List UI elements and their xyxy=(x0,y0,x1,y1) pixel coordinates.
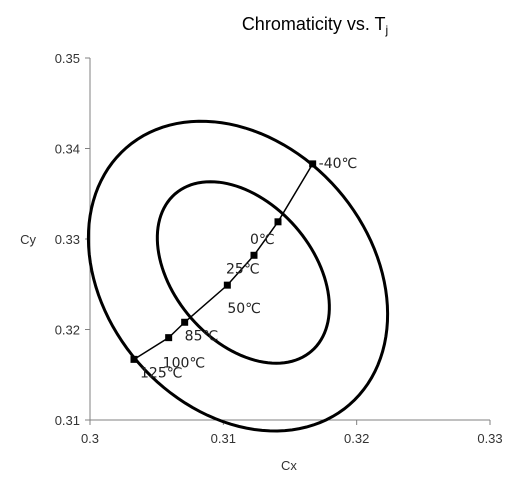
data-point xyxy=(165,334,173,342)
data-point-label: 85℃ xyxy=(185,328,219,344)
x-axis-label: Cx xyxy=(281,458,297,473)
y-tick-label: 0.32 xyxy=(55,323,80,338)
y-ticks: 0.31 0.32 0.33 0.34 0.35 xyxy=(55,51,90,428)
data-point-label: 0℃ xyxy=(250,232,275,248)
data-point xyxy=(309,160,317,168)
data-point-label: -40℃ xyxy=(319,156,358,172)
x-ticks: 0.3 0.31 0.32 0.33 xyxy=(81,420,503,446)
data-point xyxy=(250,251,258,259)
data-point xyxy=(181,318,189,326)
y-tick-label: 0.31 xyxy=(55,413,80,428)
contour-ellipse-outer xyxy=(86,119,390,433)
chart-title-main: Chromaticity vs. T xyxy=(242,14,386,34)
x-tick-label: 0.33 xyxy=(477,431,502,446)
data-point xyxy=(274,218,282,226)
x-tick-label: 0.3 xyxy=(81,431,99,446)
data-point-label: 125℃ xyxy=(140,365,182,381)
data-point-label: 100℃ xyxy=(163,356,205,372)
data-point-label: 25℃ xyxy=(226,261,260,277)
data-point-label: 50℃ xyxy=(227,301,261,317)
chart-title-subscript: j xyxy=(385,23,389,37)
y-tick-label: 0.34 xyxy=(55,142,80,157)
x-tick-label: 0.31 xyxy=(211,431,236,446)
data-point xyxy=(130,355,138,363)
ellipses xyxy=(86,119,390,433)
y-tick-label: 0.33 xyxy=(55,232,80,247)
data-point xyxy=(223,281,231,289)
contour-ellipse-inner xyxy=(155,180,331,365)
x-tick-label: 0.32 xyxy=(344,431,369,446)
y-axis-label: Cy xyxy=(20,232,36,247)
y-tick-label: 0.35 xyxy=(55,51,80,66)
chart-title: Chromaticity vs. Tj xyxy=(242,14,388,37)
